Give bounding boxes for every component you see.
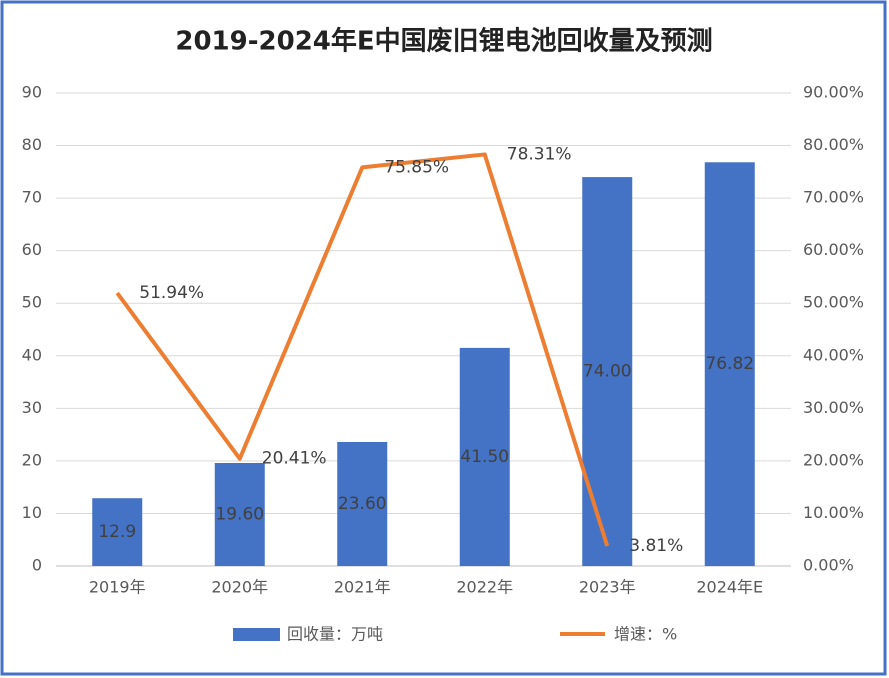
y2-tick-label: 80.00% <box>803 135 864 154</box>
chart-title: 2019-2024年E中国废旧锂电池回收量及预测 <box>175 26 712 57</box>
y2-tick-label: 60.00% <box>803 240 864 259</box>
bar-value-label: 12.9 <box>98 522 136 542</box>
x-tick-label: 2019年 <box>89 578 146 597</box>
bar-value-label: 23.60 <box>338 494 387 514</box>
line-value-label: 75.85% <box>384 157 449 177</box>
bar <box>459 347 510 566</box>
line <box>115 152 610 547</box>
y-tick-label: 20 <box>22 450 42 469</box>
x-tick-label: 2021年 <box>334 578 391 597</box>
y-tick-label: 0 <box>32 556 42 575</box>
y-tick-label: 50 <box>22 293 42 312</box>
bar-value-label: 76.82 <box>705 354 754 374</box>
y-tick-label: 30 <box>22 398 42 417</box>
bar-value-label: 41.50 <box>460 447 509 467</box>
y-tick-label: 70 <box>22 188 42 207</box>
bar <box>704 162 755 566</box>
y2-tick-label: 90.00% <box>803 83 864 102</box>
y2-tick-label: 40.00% <box>803 345 864 364</box>
legend-label: 回收量：万吨 <box>287 625 383 644</box>
y-tick-label: 90 <box>22 83 42 102</box>
line-value-label: 51.94% <box>139 283 204 303</box>
bar <box>337 441 388 566</box>
y2-tick-label: 50.00% <box>803 293 864 312</box>
x-tick-label: 2020年 <box>211 578 268 597</box>
x-tick-label: 2024年E <box>696 578 763 597</box>
legend-label: 增速：% <box>614 625 677 644</box>
legend-swatch <box>233 628 280 641</box>
bar <box>214 462 265 566</box>
y2-tick-label: 20.00% <box>803 450 864 469</box>
line-value-label: 20.41% <box>262 449 327 469</box>
bar-value-label: 19.60 <box>215 504 264 524</box>
bar <box>92 498 143 566</box>
line-value-label: 3.81% <box>629 536 683 556</box>
y2-tick-label: 10.00% <box>803 503 864 522</box>
y2-tick-label: 0.00% <box>803 556 854 575</box>
line-value-label: 78.31% <box>507 144 572 164</box>
x-tick-label: 2023年 <box>579 578 636 597</box>
y2-tick-label: 30.00% <box>803 398 864 417</box>
y-tick-label: 40 <box>22 345 42 364</box>
bar-value-label: 74.00 <box>583 362 632 382</box>
bar <box>582 177 633 567</box>
x-tick-label: 2022年 <box>456 578 513 597</box>
y2-tick-label: 70.00% <box>803 188 864 207</box>
y-tick-label: 10 <box>22 503 42 522</box>
y-tick-label: 60 <box>22 240 42 259</box>
y-tick-label: 80 <box>22 135 42 154</box>
